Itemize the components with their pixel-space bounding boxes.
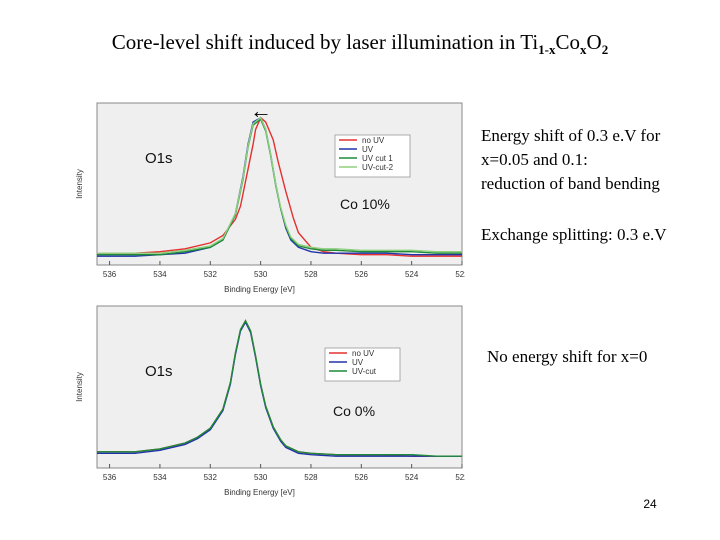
- slide-title: Core-level shift induced by laser illumi…: [0, 30, 720, 58]
- plot-area: [96, 102, 463, 266]
- x-tick-label: 534: [153, 473, 167, 482]
- xps-spectrum-svg: 536 534 532 530 528 526 524 522 Binding Energy […: [75, 98, 469, 294]
- x-tick-label: 532: [204, 270, 218, 279]
- x-tick-label: 524: [405, 270, 419, 279]
- x-tick-label: 536: [103, 473, 117, 482]
- peak-label: O1s: [145, 150, 173, 167]
- x-axis-label: Binding Energy [eV]: [224, 285, 295, 294]
- x-tick-label: 524: [405, 473, 419, 482]
- x-tick-label: 534: [153, 270, 167, 279]
- note-line: reduction of band bending: [481, 174, 660, 193]
- title-text: Co: [555, 30, 581, 54]
- y-axis-label: Intensity: [75, 372, 84, 402]
- xps-spectrum-svg: 536 534 532 530 528 526 524 522 Binding Energy […: [75, 305, 469, 497]
- title-text: O: [586, 30, 602, 54]
- y-axis-label: Intensity: [75, 169, 84, 199]
- page-number: 24: [643, 497, 657, 511]
- legend-label: no UV: [362, 136, 385, 145]
- peak-label: O1s: [145, 363, 173, 380]
- legend-label: UV-cut-2: [362, 163, 394, 172]
- note-exchange-splitting: Exchange splitting: 0.3 e.V: [481, 225, 667, 244]
- note-line: Energy shift of 0.3 e.V for: [481, 126, 661, 145]
- title-subscript: 2: [601, 42, 609, 58]
- x-tick-label: 530: [254, 270, 268, 279]
- title-subscript: x: [580, 42, 587, 58]
- series-line: [97, 319, 462, 457]
- x-tick-label: 522: [455, 270, 465, 279]
- note-no-shift: No energy shift for x=0: [487, 347, 648, 366]
- x-tick-label: 526: [355, 473, 369, 482]
- series-line: [97, 116, 462, 257]
- x-tick-label: 528: [304, 473, 318, 482]
- series-line: [97, 116, 462, 254]
- x-tick-label: 530: [254, 473, 268, 482]
- shift-arrow: ←: [250, 100, 272, 123]
- note-line: x=0.05 and 0.1:: [481, 150, 588, 169]
- legend-box: [334, 134, 411, 178]
- legend-label: UV-cut: [352, 367, 377, 376]
- sample-label: Co 0%: [333, 403, 375, 419]
- sample-label: Co 10%: [340, 196, 390, 212]
- x-tick-label: 536: [103, 270, 117, 279]
- title-subscript: 1-x: [538, 42, 556, 58]
- legend-label: UV: [352, 358, 364, 367]
- x-tick-label: 528: [304, 270, 318, 279]
- x-tick-label: 532: [204, 473, 218, 482]
- chart-bottom: 536 534 532 530 528 526 524 522 Binding Energy […: [70, 303, 469, 503]
- x-tick-label: 526: [355, 270, 369, 279]
- chart-top: 536 534 532 530 528 526 524 522 Binding Energy […: [70, 98, 469, 300]
- plot-area: [96, 305, 463, 469]
- legend-label: UV: [362, 145, 374, 154]
- legend-label: no UV: [352, 349, 375, 358]
- title-text: Core-level shift induced by laser illumi…: [111, 30, 539, 54]
- legend-label: UV cut 1: [362, 154, 393, 163]
- x-tick-label: 522: [455, 473, 465, 482]
- x-axis-label: Binding Energy [eV]: [224, 488, 295, 497]
- note-energy-shift: Energy shift of 0.3 e.V for x=0.05 and 0…: [481, 124, 660, 196]
